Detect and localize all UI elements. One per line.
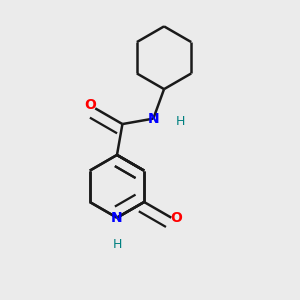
Text: H: H <box>175 115 185 128</box>
Text: H: H <box>112 238 122 251</box>
Text: O: O <box>85 98 97 112</box>
Text: N: N <box>111 211 123 225</box>
Text: N: N <box>148 112 159 126</box>
Text: O: O <box>170 211 182 225</box>
